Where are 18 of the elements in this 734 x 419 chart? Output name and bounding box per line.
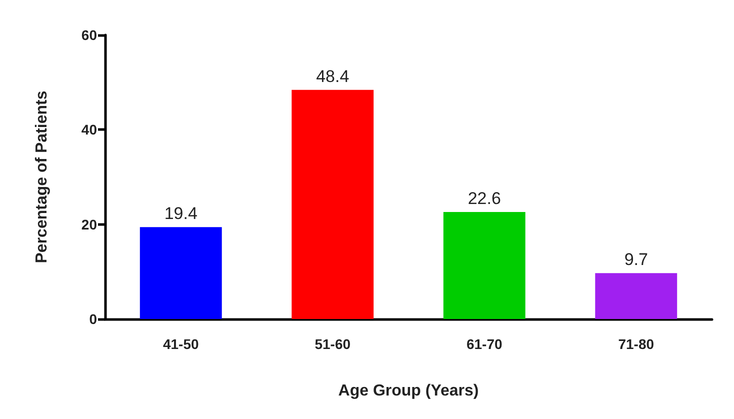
bar <box>140 227 222 319</box>
x-axis-title: Age Group (Years) <box>338 382 479 400</box>
y-tick-label: 20 <box>81 216 98 232</box>
y-tick-label: 40 <box>81 122 98 138</box>
y-axis-title: Percentage of Patients <box>34 90 50 264</box>
data-label: 48.4 <box>316 66 350 86</box>
x-tick-label: 51-60 <box>314 336 351 352</box>
x-tick-label: 71-80 <box>618 336 654 352</box>
bar <box>595 273 678 319</box>
data-label: 19.4 <box>164 204 198 224</box>
y-tick-label: 0 <box>89 311 98 327</box>
x-tick-label: 61-70 <box>466 336 502 352</box>
x-tick-label: 41-50 <box>162 336 199 352</box>
data-label: 9.7 <box>624 250 648 270</box>
data-label: 22.6 <box>468 189 501 208</box>
y-tick-label: 60 <box>81 27 98 43</box>
bar <box>292 90 374 319</box>
bar <box>443 212 526 319</box>
